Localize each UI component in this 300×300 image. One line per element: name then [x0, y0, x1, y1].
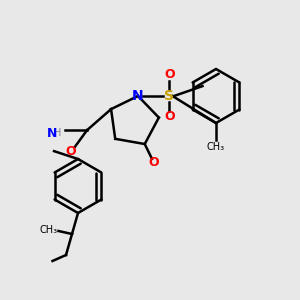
Text: S: S — [164, 89, 175, 103]
Text: N: N — [47, 127, 57, 140]
Text: O: O — [164, 68, 175, 82]
Text: O: O — [148, 156, 159, 170]
Text: CH₃: CH₃ — [207, 142, 225, 152]
Text: CH₃: CH₃ — [40, 225, 58, 236]
Text: O: O — [65, 145, 76, 158]
Text: O: O — [164, 110, 175, 124]
Text: N: N — [132, 89, 144, 103]
Text: H: H — [54, 128, 61, 138]
